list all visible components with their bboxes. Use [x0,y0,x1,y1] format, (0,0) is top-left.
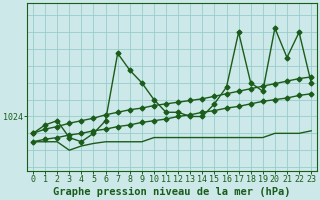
X-axis label: Graphe pression niveau de la mer (hPa): Graphe pression niveau de la mer (hPa) [53,187,291,197]
